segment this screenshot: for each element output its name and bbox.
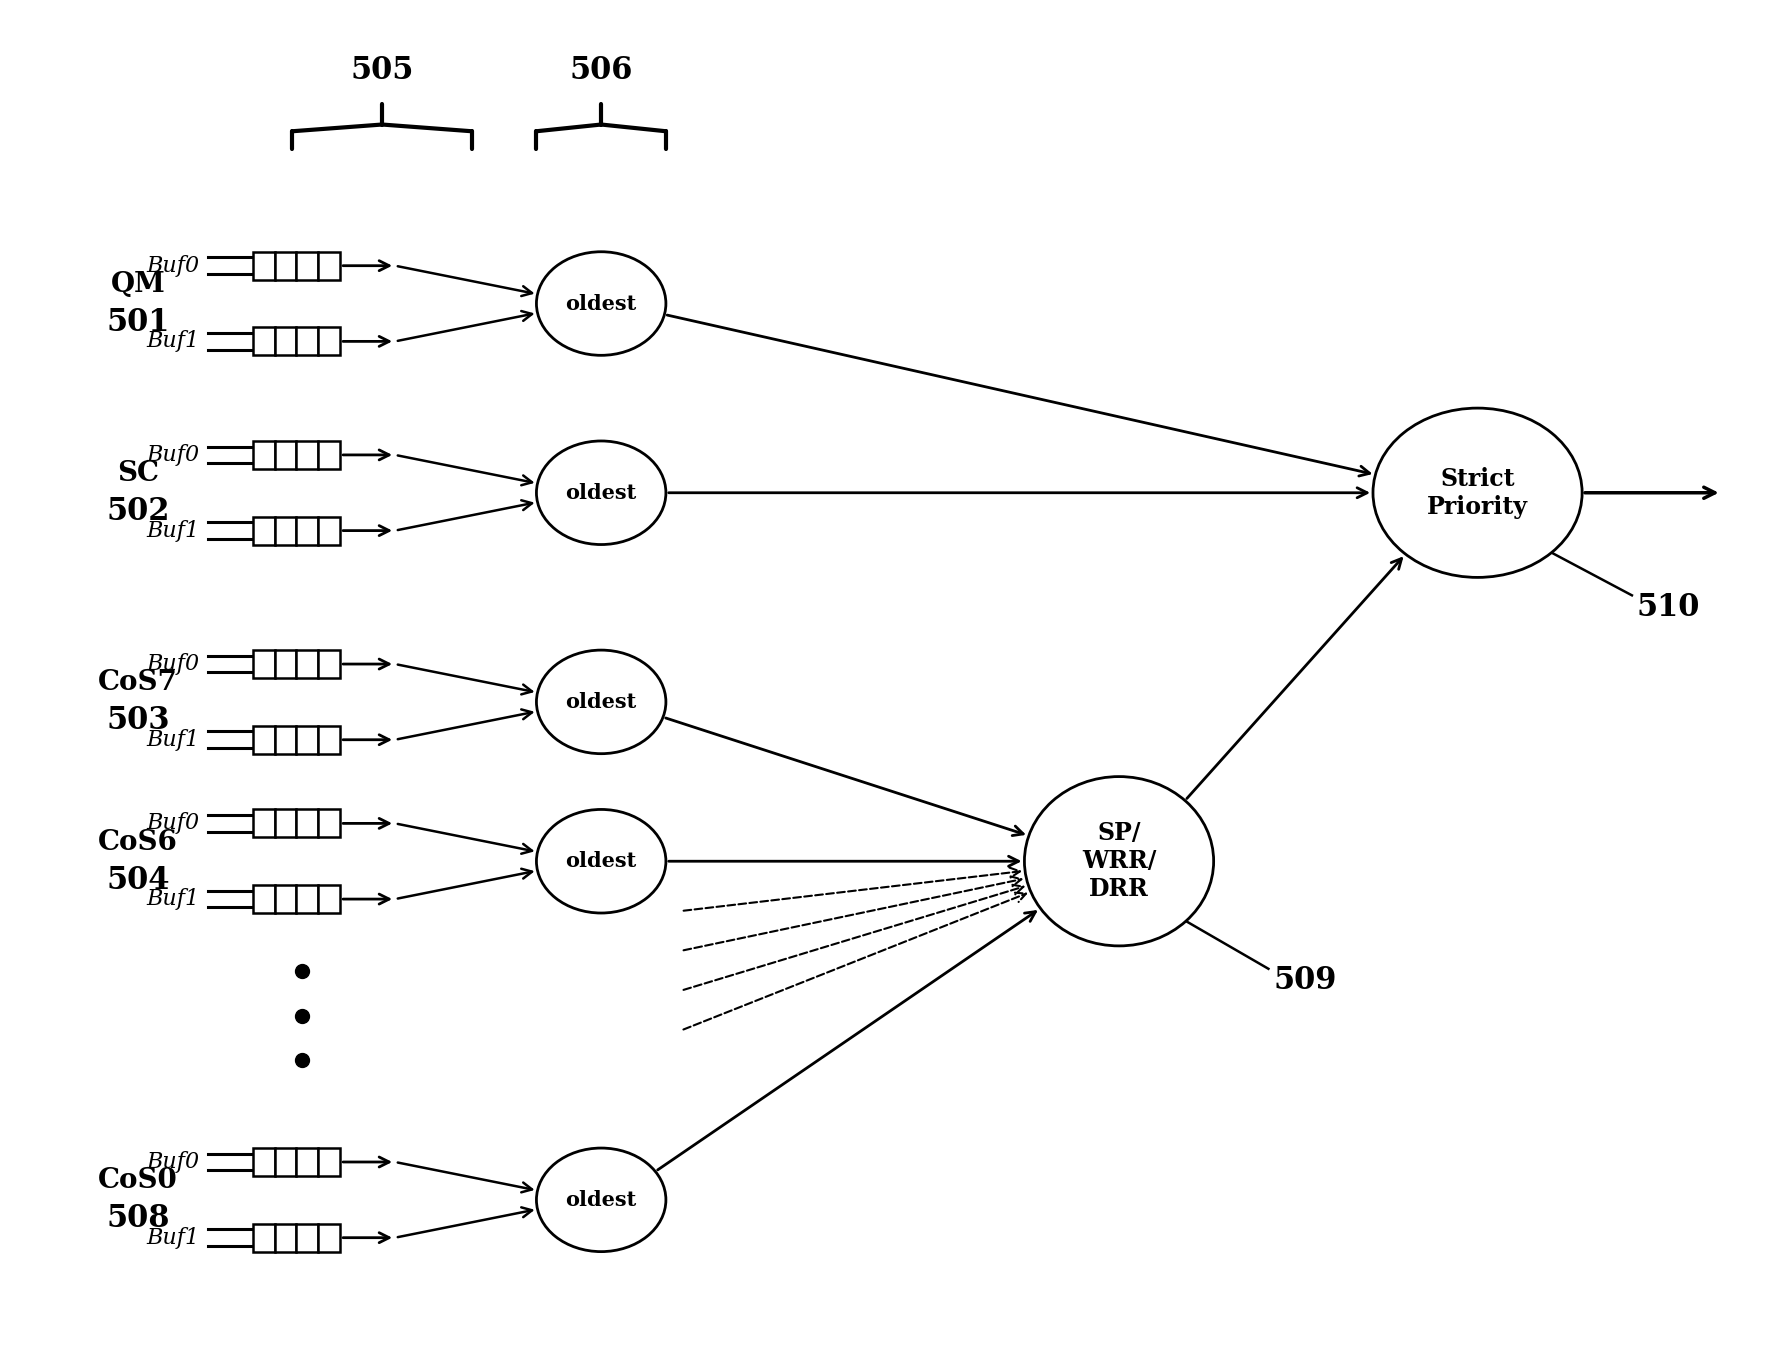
Bar bbox=[253, 1224, 274, 1252]
Bar bbox=[318, 1224, 340, 1252]
Text: 505: 505 bbox=[350, 55, 414, 87]
Text: Buf0: Buf0 bbox=[147, 443, 200, 466]
Text: oldest: oldest bbox=[566, 1190, 637, 1210]
Text: SC: SC bbox=[117, 460, 159, 487]
Text: oldest: oldest bbox=[566, 692, 637, 713]
Bar bbox=[318, 327, 340, 356]
Text: 501: 501 bbox=[106, 307, 170, 338]
Text: 504: 504 bbox=[106, 865, 170, 895]
Text: Buf0: Buf0 bbox=[147, 1151, 200, 1174]
Bar bbox=[253, 726, 274, 753]
Text: Buf1: Buf1 bbox=[147, 1226, 200, 1249]
Bar bbox=[297, 1224, 318, 1252]
Bar bbox=[274, 886, 297, 913]
Bar bbox=[253, 516, 274, 545]
Ellipse shape bbox=[536, 650, 665, 753]
Ellipse shape bbox=[1373, 408, 1581, 577]
Bar bbox=[253, 650, 274, 677]
Bar bbox=[318, 251, 340, 280]
Text: oldest: oldest bbox=[566, 852, 637, 871]
Bar bbox=[274, 650, 297, 677]
Bar bbox=[318, 516, 340, 545]
Bar bbox=[297, 1148, 318, 1176]
Bar bbox=[253, 441, 274, 469]
Ellipse shape bbox=[536, 441, 665, 545]
Text: 508: 508 bbox=[106, 1203, 170, 1234]
Bar bbox=[274, 327, 297, 356]
Bar bbox=[274, 1224, 297, 1252]
Bar bbox=[253, 251, 274, 280]
Text: Buf1: Buf1 bbox=[147, 519, 200, 542]
Text: Buf1: Buf1 bbox=[147, 729, 200, 750]
Text: oldest: oldest bbox=[566, 483, 637, 503]
Bar bbox=[253, 327, 274, 356]
Text: Buf1: Buf1 bbox=[147, 888, 200, 910]
Bar bbox=[297, 886, 318, 913]
Bar bbox=[297, 516, 318, 545]
Text: Buf0: Buf0 bbox=[147, 813, 200, 834]
Bar bbox=[274, 1148, 297, 1176]
Bar bbox=[297, 251, 318, 280]
Text: 506: 506 bbox=[570, 55, 633, 87]
Ellipse shape bbox=[536, 1148, 665, 1252]
Bar bbox=[297, 650, 318, 677]
Text: CoS6: CoS6 bbox=[97, 829, 179, 856]
Bar bbox=[274, 516, 297, 545]
Bar bbox=[253, 886, 274, 913]
Bar bbox=[297, 810, 318, 837]
Text: oldest: oldest bbox=[566, 293, 637, 314]
Bar bbox=[297, 327, 318, 356]
Text: Buf0: Buf0 bbox=[147, 254, 200, 277]
Ellipse shape bbox=[1024, 776, 1214, 946]
Bar bbox=[318, 441, 340, 469]
Bar bbox=[318, 650, 340, 677]
Bar bbox=[318, 810, 340, 837]
Text: SP/
WRR/
DRR: SP/ WRR/ DRR bbox=[1083, 822, 1157, 900]
Text: Strict
Priority: Strict Priority bbox=[1428, 466, 1528, 519]
Ellipse shape bbox=[536, 251, 665, 356]
Text: 502: 502 bbox=[106, 496, 170, 527]
Bar bbox=[297, 441, 318, 469]
Text: Buf0: Buf0 bbox=[147, 653, 200, 675]
Bar bbox=[253, 1148, 274, 1176]
Bar bbox=[274, 726, 297, 753]
Text: 509: 509 bbox=[1274, 965, 1337, 996]
Bar bbox=[253, 810, 274, 837]
Bar bbox=[274, 441, 297, 469]
Bar bbox=[318, 1148, 340, 1176]
Bar bbox=[297, 726, 318, 753]
Bar bbox=[274, 810, 297, 837]
Bar bbox=[318, 886, 340, 913]
Bar bbox=[318, 726, 340, 753]
Text: CoS7: CoS7 bbox=[97, 669, 179, 696]
Text: 510: 510 bbox=[1636, 592, 1700, 623]
Ellipse shape bbox=[536, 810, 665, 913]
Text: Buf1: Buf1 bbox=[147, 330, 200, 353]
Text: CoS0: CoS0 bbox=[99, 1167, 179, 1194]
Text: QM: QM bbox=[111, 272, 166, 297]
Text: 503: 503 bbox=[106, 706, 170, 737]
Bar bbox=[274, 251, 297, 280]
